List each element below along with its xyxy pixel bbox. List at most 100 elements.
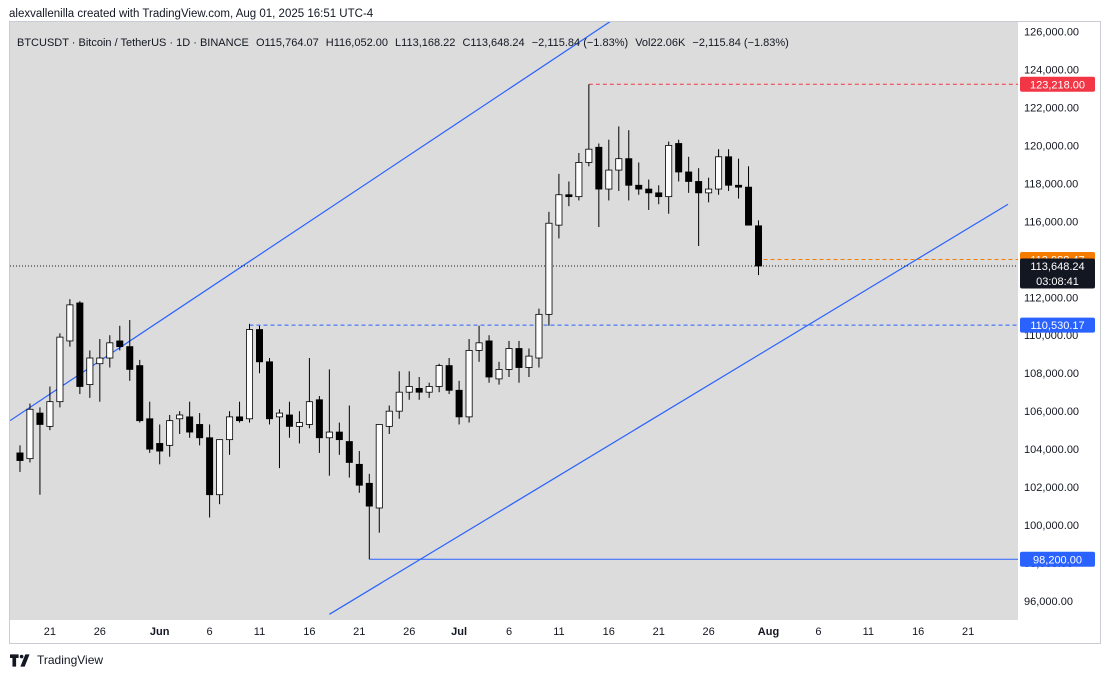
candle-body xyxy=(196,424,204,439)
x-tick-label: Jun xyxy=(150,626,170,638)
candle-up xyxy=(46,386,54,431)
legend-open: O115,764.07 xyxy=(255,37,319,49)
x-tick-label: 16 xyxy=(912,626,924,638)
candle-up xyxy=(475,325,483,362)
candle-up xyxy=(705,177,713,203)
candle-down xyxy=(415,377,423,400)
y-tick-label: 120,000.00 xyxy=(1024,140,1079,152)
y-tick-label: 118,000.00 xyxy=(1024,178,1078,190)
candle-up xyxy=(86,350,94,398)
candle-up xyxy=(216,439,224,505)
candle-body xyxy=(515,348,523,368)
candle-body xyxy=(555,194,563,226)
candle-body xyxy=(186,416,194,433)
legend-low: L113,168.22 xyxy=(395,37,456,49)
candle-body xyxy=(26,408,34,460)
candle-up xyxy=(375,424,383,533)
x-tick-label: 21 xyxy=(44,626,56,638)
candle-up xyxy=(166,414,174,457)
candle-up xyxy=(66,299,74,347)
candle-body xyxy=(305,401,313,425)
time-axis[interactable]: 21 26 Jun 6 11 16 21 26 Jul 6 11 16 21 26 Aug 6 11 16 21 xyxy=(44,626,974,638)
candle-down xyxy=(186,401,194,438)
candle-body xyxy=(355,463,363,486)
x-tick-label: 11 xyxy=(254,626,265,638)
candle-down xyxy=(755,220,763,276)
candle-down xyxy=(675,139,683,182)
legend-high: H116,052.00 xyxy=(325,37,388,49)
candle-down xyxy=(76,301,84,395)
candle-body xyxy=(595,146,603,190)
candle-down xyxy=(645,179,653,210)
candle-down xyxy=(345,405,353,478)
candle-up xyxy=(96,339,104,402)
price-label-box xyxy=(1020,551,1095,567)
candle-body xyxy=(535,313,543,359)
candle-body xyxy=(505,348,513,370)
candle-body xyxy=(675,143,683,173)
legend-close: C113,648.24 xyxy=(462,37,525,49)
candle-body xyxy=(635,184,643,190)
candle-up xyxy=(275,409,283,469)
candle-body xyxy=(116,340,124,348)
tradingview-brand: TradingView xyxy=(37,653,104,667)
candle-body xyxy=(565,194,573,198)
x-tick-label: 11 xyxy=(553,626,564,638)
y-tick-label: 102,000.00 xyxy=(1024,482,1079,494)
price-chart[interactable]: 96,000.0098,000.00100,000.00102,000.0010… xyxy=(10,22,1100,643)
candle-body xyxy=(216,439,224,496)
candle-down xyxy=(485,335,493,383)
candle-body xyxy=(405,386,413,393)
candle-down xyxy=(156,424,164,465)
y-tick-label: 122,000.00 xyxy=(1024,102,1079,114)
candle-body xyxy=(415,387,423,393)
candle-up xyxy=(106,335,114,368)
candle-down xyxy=(126,320,134,381)
candle-up xyxy=(615,126,623,191)
candle-body xyxy=(705,188,713,194)
candle-down xyxy=(116,325,124,351)
x-tick-label: 21 xyxy=(353,626,365,638)
candle-up xyxy=(385,405,393,434)
candle-down xyxy=(136,359,144,423)
y-tick-label: 110,000.00 xyxy=(1024,330,1078,342)
candle-down xyxy=(355,451,363,493)
candle-down xyxy=(625,130,633,201)
price-label-box xyxy=(1020,76,1095,92)
x-tick-label: 21 xyxy=(962,626,974,638)
plot-area[interactable] xyxy=(10,22,1018,620)
candle-body xyxy=(745,186,753,226)
tradingview-footer[interactable]: TradingView xyxy=(10,653,103,667)
price-label-resistance: 123,218.00 xyxy=(1020,76,1095,92)
chart-attribution: alexvallenilla created with TradingView.… xyxy=(9,8,374,20)
candle-up xyxy=(246,323,254,423)
candle-down xyxy=(335,422,343,455)
x-tick-label: Jul xyxy=(451,626,467,638)
candle-up xyxy=(395,371,403,419)
y-tick-label: 96,000.00 xyxy=(1024,596,1073,608)
x-tick-label: 26 xyxy=(702,626,714,638)
price-axis[interactable]: 96,000.0098,000.00100,000.00102,000.0010… xyxy=(1024,26,1079,608)
x-tick-label: 26 xyxy=(94,626,106,638)
candle-down xyxy=(196,413,204,446)
candle-up xyxy=(26,403,34,463)
candle-up xyxy=(226,411,234,455)
candle-body xyxy=(86,357,94,385)
candle-body xyxy=(695,181,703,194)
candle-down xyxy=(265,358,273,425)
candle-body xyxy=(495,369,503,380)
candle-body xyxy=(575,162,583,198)
candle-body xyxy=(345,441,353,463)
candle-up xyxy=(295,411,303,444)
price-label-support-low: 98,200.00 xyxy=(1020,551,1095,567)
candle-up xyxy=(495,361,503,385)
price-label-text: 98,200.00 xyxy=(1033,554,1082,566)
trendline-lower-channel xyxy=(329,203,1009,615)
candle-down xyxy=(565,181,573,207)
x-tick-label: 6 xyxy=(506,626,512,638)
candle-down xyxy=(236,401,244,423)
candle-body xyxy=(585,148,593,163)
price-label-text: 110,530.17 xyxy=(1030,320,1084,332)
x-tick-label: 6 xyxy=(815,626,821,638)
candle-body xyxy=(156,443,164,452)
